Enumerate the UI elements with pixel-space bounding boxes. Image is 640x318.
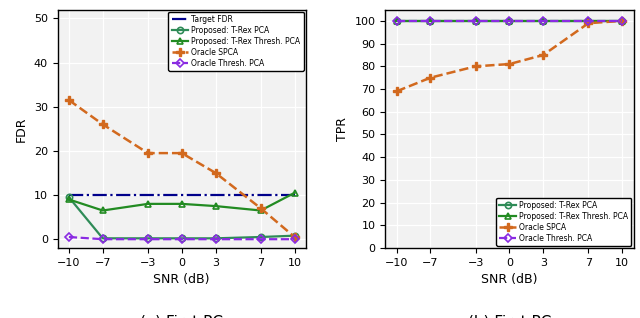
Oracle SPCA xyxy=(65,98,73,102)
Target FDR xyxy=(99,193,107,197)
Oracle SPCA xyxy=(99,122,107,126)
Proposed: T-Rex Thresh. PCA: (-3, 100): T-Rex Thresh. PCA: (-3, 100) xyxy=(472,19,479,23)
Oracle Thresh. PCA xyxy=(65,235,73,239)
Proposed: T-Rex PCA: (-3, 0.2): T-Rex PCA: (-3, 0.2) xyxy=(144,236,152,240)
Oracle Thresh. PCA xyxy=(99,237,107,241)
Target FDR xyxy=(212,193,220,197)
Proposed: T-Rex PCA: (-3, 100): T-Rex PCA: (-3, 100) xyxy=(472,19,479,23)
Text: (b) First PC: (b) First PC xyxy=(468,315,551,318)
Proposed: T-Rex Thresh. PCA: (3, 7.5): T-Rex Thresh. PCA: (3, 7.5) xyxy=(212,204,220,208)
Proposed: T-Rex PCA: (-7, 0.2): T-Rex PCA: (-7, 0.2) xyxy=(99,236,107,240)
Oracle SPCA xyxy=(506,62,513,66)
Proposed: T-Rex PCA: (0, 0.2): T-Rex PCA: (0, 0.2) xyxy=(178,236,186,240)
Oracle SPCA xyxy=(291,235,298,239)
Target FDR xyxy=(257,193,264,197)
Proposed: T-Rex Thresh. PCA: (10, 100): T-Rex Thresh. PCA: (10, 100) xyxy=(618,19,626,23)
Legend: Proposed: T-Rex PCA, Proposed: T-Rex Thresh. PCA, Oracle SPCA, Oracle Thresh. PC: Proposed: T-Rex PCA, Proposed: T-Rex Thr… xyxy=(496,198,631,246)
Oracle Thresh. PCA xyxy=(144,237,152,241)
Oracle SPCA xyxy=(540,53,547,57)
Target FDR xyxy=(65,193,73,197)
Line: Proposed: T-Rex Thresh. PCA: Proposed: T-Rex Thresh. PCA xyxy=(66,190,298,214)
Proposed: T-Rex PCA: (-10, 9.5): T-Rex PCA: (-10, 9.5) xyxy=(65,195,73,199)
Proposed: T-Rex PCA: (10, 100): T-Rex PCA: (10, 100) xyxy=(618,19,626,23)
Line: Proposed: T-Rex PCA: Proposed: T-Rex PCA xyxy=(394,18,625,24)
Proposed: T-Rex Thresh. PCA: (7, 100): T-Rex Thresh. PCA: (7, 100) xyxy=(584,19,592,23)
Oracle Thresh. PCA xyxy=(540,19,547,23)
Line: Oracle Thresh. PCA: Oracle Thresh. PCA xyxy=(66,234,298,242)
Proposed: T-Rex PCA: (-10, 100): T-Rex PCA: (-10, 100) xyxy=(393,19,401,23)
Text: (a) First PC: (a) First PC xyxy=(140,315,223,318)
Oracle Thresh. PCA xyxy=(427,19,435,23)
Proposed: T-Rex Thresh. PCA: (0, 8): T-Rex Thresh. PCA: (0, 8) xyxy=(178,202,186,206)
Proposed: T-Rex PCA: (-7, 100): T-Rex PCA: (-7, 100) xyxy=(427,19,435,23)
Oracle SPCA xyxy=(618,19,626,23)
Target FDR xyxy=(178,193,186,197)
Y-axis label: TPR: TPR xyxy=(336,117,349,141)
Proposed: T-Rex Thresh. PCA: (7, 6.5): T-Rex Thresh. PCA: (7, 6.5) xyxy=(257,209,264,212)
Proposed: T-Rex PCA: (7, 0.5): T-Rex PCA: (7, 0.5) xyxy=(257,235,264,239)
Oracle SPCA xyxy=(144,151,152,155)
Oracle SPCA xyxy=(178,151,186,155)
Proposed: T-Rex Thresh. PCA: (3, 100): T-Rex Thresh. PCA: (3, 100) xyxy=(540,19,547,23)
Proposed: T-Rex Thresh. PCA: (10, 10.5): T-Rex Thresh. PCA: (10, 10.5) xyxy=(291,191,298,195)
Proposed: T-Rex Thresh. PCA: (-3, 8): T-Rex Thresh. PCA: (-3, 8) xyxy=(144,202,152,206)
Line: Oracle SPCA: Oracle SPCA xyxy=(65,96,298,241)
Proposed: T-Rex PCA: (3, 100): T-Rex PCA: (3, 100) xyxy=(540,19,547,23)
Target FDR xyxy=(144,193,152,197)
Oracle SPCA xyxy=(472,65,479,68)
Target FDR xyxy=(291,193,298,197)
Oracle SPCA xyxy=(257,206,264,210)
Oracle SPCA xyxy=(393,89,401,93)
Proposed: T-Rex PCA: (10, 0.8): T-Rex PCA: (10, 0.8) xyxy=(291,234,298,238)
Proposed: T-Rex Thresh. PCA: (-10, 100): T-Rex Thresh. PCA: (-10, 100) xyxy=(393,19,401,23)
Legend: Target FDR, Proposed: T-Rex PCA, Proposed: T-Rex Thresh. PCA, Oracle SPCA, Oracl: Target FDR, Proposed: T-Rex PCA, Propose… xyxy=(168,12,303,71)
Y-axis label: FDR: FDR xyxy=(15,116,28,142)
Proposed: T-Rex Thresh. PCA: (-10, 9): T-Rex Thresh. PCA: (-10, 9) xyxy=(65,197,73,201)
Oracle SPCA xyxy=(584,21,592,25)
Oracle Thresh. PCA xyxy=(506,19,513,23)
Oracle SPCA xyxy=(427,76,435,80)
X-axis label: SNR (dB): SNR (dB) xyxy=(154,273,210,286)
Oracle Thresh. PCA xyxy=(393,19,401,23)
Oracle Thresh. PCA xyxy=(584,19,592,23)
Line: Proposed: T-Rex PCA: Proposed: T-Rex PCA xyxy=(66,194,298,241)
Line: Proposed: T-Rex Thresh. PCA: Proposed: T-Rex Thresh. PCA xyxy=(394,18,625,24)
Proposed: T-Rex PCA: (3, 0.2): T-Rex PCA: (3, 0.2) xyxy=(212,236,220,240)
Oracle SPCA xyxy=(212,171,220,175)
Proposed: T-Rex PCA: (0, 100): T-Rex PCA: (0, 100) xyxy=(506,19,513,23)
Line: Oracle Thresh. PCA: Oracle Thresh. PCA xyxy=(394,18,625,24)
Oracle Thresh. PCA xyxy=(291,237,298,241)
Proposed: T-Rex Thresh. PCA: (-7, 100): T-Rex Thresh. PCA: (-7, 100) xyxy=(427,19,435,23)
Proposed: T-Rex PCA: (7, 100): T-Rex PCA: (7, 100) xyxy=(584,19,592,23)
Proposed: T-Rex Thresh. PCA: (-7, 6.5): T-Rex Thresh. PCA: (-7, 6.5) xyxy=(99,209,107,212)
Oracle Thresh. PCA xyxy=(472,19,479,23)
Oracle Thresh. PCA xyxy=(178,237,186,241)
Oracle Thresh. PCA xyxy=(618,19,626,23)
Line: Oracle SPCA: Oracle SPCA xyxy=(393,17,626,95)
Oracle Thresh. PCA xyxy=(257,237,264,241)
Oracle Thresh. PCA xyxy=(212,237,220,241)
Proposed: T-Rex Thresh. PCA: (0, 100): T-Rex Thresh. PCA: (0, 100) xyxy=(506,19,513,23)
X-axis label: SNR (dB): SNR (dB) xyxy=(481,273,538,286)
